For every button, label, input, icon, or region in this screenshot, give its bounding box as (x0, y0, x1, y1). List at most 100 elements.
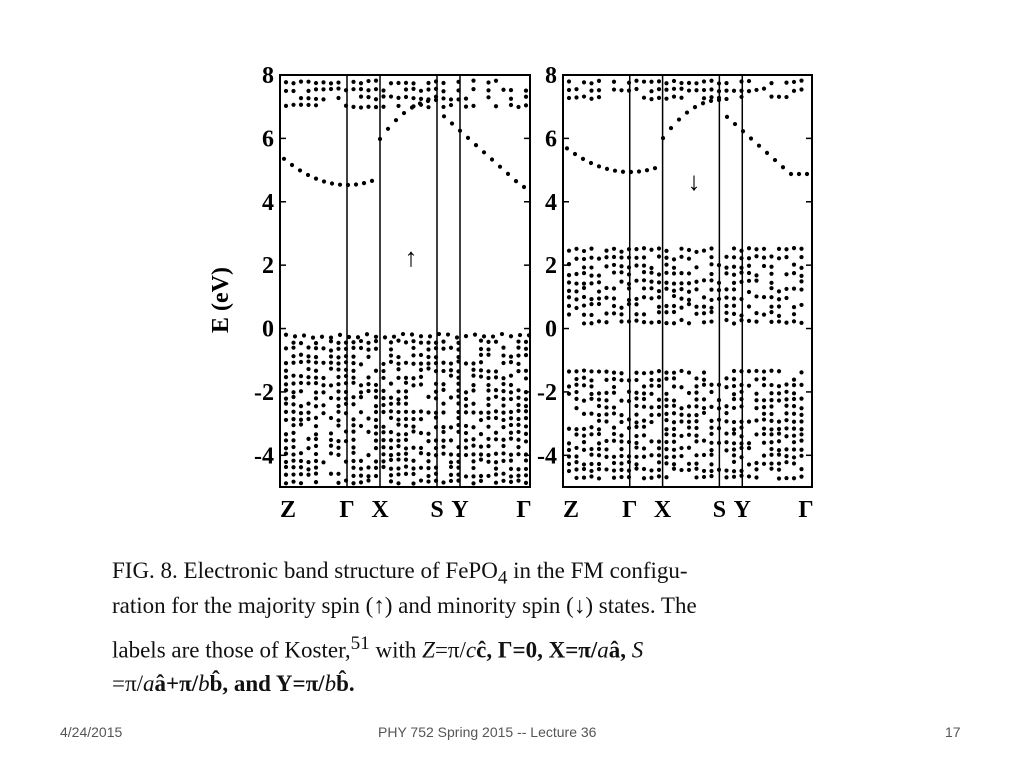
band-dot (791, 440, 797, 445)
band-dot (589, 246, 594, 251)
band-dot (463, 438, 469, 443)
band-dot (799, 447, 804, 452)
band-dot (283, 446, 289, 451)
band-dot (336, 439, 341, 444)
caption-text: â, (608, 637, 632, 663)
band-dot (644, 168, 650, 173)
band-dot (754, 319, 759, 324)
band-dot (411, 416, 416, 422)
band-dot (523, 466, 529, 472)
band-dot (291, 438, 296, 443)
band-dot (686, 321, 692, 326)
band-dot (411, 471, 416, 477)
band-dot (521, 184, 527, 190)
band-dot (403, 457, 409, 462)
band-dot (283, 409, 289, 415)
band-dot (588, 160, 594, 166)
band-dot (508, 458, 514, 463)
band-dot (566, 461, 572, 467)
band-dot (297, 168, 303, 173)
band-dot (493, 466, 499, 471)
band-dot (791, 461, 797, 466)
band-dot (619, 319, 624, 324)
band-dot (709, 95, 714, 100)
band-dot (791, 305, 797, 310)
band-dot (486, 473, 491, 479)
band-dot (754, 432, 759, 437)
band-dot (574, 281, 579, 286)
band-dot (313, 432, 319, 437)
caption-line: ration for the majority spin (↑) and min… (112, 588, 912, 624)
band-dot (649, 370, 654, 375)
band-dot (679, 467, 684, 473)
band-dot (604, 285, 609, 291)
band-dot (641, 433, 647, 438)
band-dot (493, 369, 499, 374)
band-dot (366, 78, 371, 84)
band-dot (754, 294, 759, 299)
band-dot (589, 446, 594, 452)
band-dot (784, 389, 789, 394)
band-dot (566, 384, 572, 389)
band-dot (589, 96, 594, 101)
band-dot (799, 320, 804, 326)
band-dot (769, 382, 774, 388)
band-dot (478, 452, 484, 457)
band-dot (656, 87, 662, 92)
band-dot (351, 417, 356, 422)
band-dot (619, 279, 624, 284)
band-dot (656, 378, 662, 383)
band-dot (361, 180, 367, 186)
band-dot (388, 466, 394, 471)
band-dot (574, 396, 579, 402)
band-dot (381, 402, 386, 408)
band-dot (396, 444, 401, 449)
band-dot (784, 320, 789, 325)
band-dot (298, 96, 304, 101)
band-dot (634, 466, 639, 471)
band-dot (761, 255, 767, 260)
band-dot (313, 346, 319, 351)
band-dot (761, 376, 767, 381)
band-dot (604, 377, 609, 382)
footer-title: PHY 752 Spring 2015 -- Lecture 36 (378, 724, 597, 740)
band-dot (493, 104, 499, 109)
band-dot (486, 95, 491, 100)
band-dot (754, 254, 759, 259)
band-dot (596, 95, 602, 100)
band-dot (649, 453, 654, 458)
band-dot (321, 460, 326, 465)
band-dot (426, 80, 431, 86)
band-dot (566, 273, 572, 278)
band-dot (351, 345, 356, 350)
band-dot (754, 278, 759, 283)
band-dot (649, 468, 654, 473)
band-dot (634, 312, 639, 317)
band-dot (441, 438, 446, 443)
band-dot (471, 443, 476, 448)
band-dot (366, 465, 371, 470)
band-dot (596, 273, 602, 278)
band-dot (283, 332, 289, 337)
band-dot (566, 369, 572, 374)
band-dot (441, 382, 446, 387)
band-dot (589, 391, 594, 397)
band-dot (523, 416, 529, 421)
band-dot (634, 318, 639, 323)
band-dot (403, 94, 409, 100)
band-dot (731, 441, 737, 446)
band-dot (523, 88, 529, 93)
band-dot (448, 460, 454, 465)
k-label: Z (563, 497, 579, 523)
band-dot (508, 102, 514, 108)
band-dot (306, 79, 311, 84)
band-dot (366, 416, 371, 421)
band-dot (709, 452, 714, 457)
band-dot (784, 460, 789, 465)
band-dot (589, 432, 594, 437)
band-dot (337, 332, 343, 337)
band-dot (611, 405, 617, 410)
band-dot (306, 88, 311, 93)
band-dot (671, 271, 677, 276)
band-dot (589, 296, 594, 302)
